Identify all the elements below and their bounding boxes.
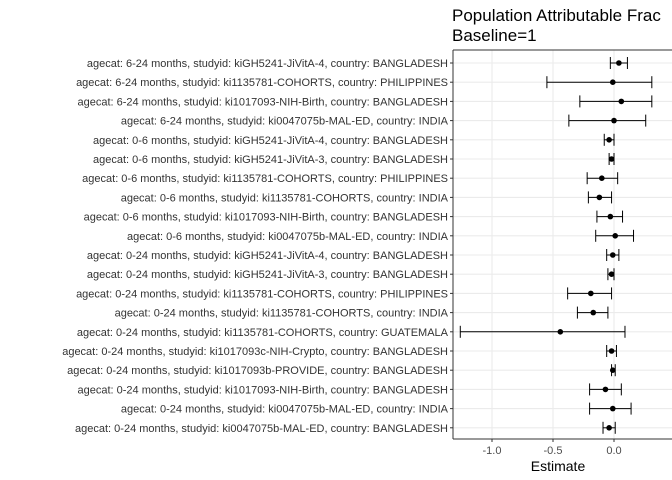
panel-background	[453, 50, 672, 439]
grid-lines	[453, 50, 672, 439]
point-estimate	[590, 309, 597, 316]
category-label: agecat: 6-24 months, studyid: ki0047075b…	[121, 116, 449, 128]
title-line-1: Population Attributable Frac	[452, 6, 661, 25]
x-axis-title: Estimate	[531, 458, 586, 474]
category-labels: agecat: 6-24 months, studyid: kiGH5241-J…	[62, 58, 453, 435]
point-estimate	[608, 271, 615, 278]
point-estimate	[609, 367, 616, 374]
category-label: agecat: 0-6 months, studyid: kiGH5241-Ji…	[93, 154, 448, 166]
category-label: agecat: 0-6 months, studyid: ki1135781-C…	[82, 173, 448, 185]
category-label: agecat: 0-24 months, studyid: ki1017093b…	[67, 365, 448, 377]
x-tick-label: -0.5	[544, 445, 563, 457]
point-estimate	[607, 213, 614, 220]
point-estimate	[609, 252, 616, 258]
category-label: agecat: 6-24 months, studyid: ki1135781-…	[76, 77, 448, 89]
category-label: agecat: 0-6 months, studyid: ki0047075b-…	[127, 231, 449, 243]
x-tick-label: -1.0	[483, 445, 502, 457]
point-estimates	[557, 60, 625, 431]
point-estimate	[612, 233, 619, 239]
point-estimate	[602, 386, 609, 393]
category-label: agecat: 0-24 months, studyid: ki0047075b…	[75, 423, 448, 435]
category-label: agecat: 0-24 months, studyid: ki1017093-…	[77, 384, 448, 396]
category-label: agecat: 6-24 months, studyid: ki1017093-…	[77, 96, 448, 108]
point-estimate	[606, 425, 612, 431]
category-label: agecat: 0-24 months, studyid: kiGH5241-J…	[87, 250, 448, 262]
point-estimate	[557, 329, 564, 335]
title-line-2: Baseline=1	[452, 26, 537, 45]
category-label: agecat: 0-24 months, studyid: ki1135781-…	[76, 288, 448, 300]
point-estimate	[609, 79, 616, 85]
category-label: agecat: 0-24 months, studyid: ki1017093c…	[62, 346, 448, 358]
point-estimate	[616, 60, 622, 66]
point-estimate	[596, 194, 603, 201]
category-label: agecat: 0-24 months, studyid: ki0047075b…	[121, 404, 449, 416]
category-label: agecat: 0-6 months, studyid: ki1017093-N…	[84, 212, 448, 224]
point-estimate	[609, 405, 616, 412]
point-estimate	[618, 98, 625, 105]
category-label: agecat: 0-24 months, studyid: kiGH5241-J…	[87, 269, 448, 281]
point-estimate	[608, 348, 615, 354]
plot-title: Population Attributable Frac Baseline=1	[452, 6, 661, 45]
category-label: agecat: 0-24 months, studyid: ki1135781-…	[77, 327, 449, 339]
point-estimate	[608, 156, 615, 162]
x-tick-label: 0.0	[606, 445, 621, 457]
point-estimate	[588, 290, 594, 297]
category-label: agecat: 0-24 months, studyid: ki1135781-…	[115, 308, 449, 320]
x-axis-ticks: -1.0 -0.5 0.0	[483, 439, 622, 457]
category-label: agecat: 0-6 months, studyid: kiGH5241-Ji…	[93, 135, 448, 147]
point-estimate	[606, 137, 612, 143]
point-estimate	[599, 175, 605, 181]
point-estimate	[611, 117, 617, 124]
category-label: agecat: 0-6 months, studyid: ki1135781-C…	[121, 192, 449, 204]
category-label: agecat: 6-24 months, studyid: kiGH5241-J…	[87, 58, 448, 70]
